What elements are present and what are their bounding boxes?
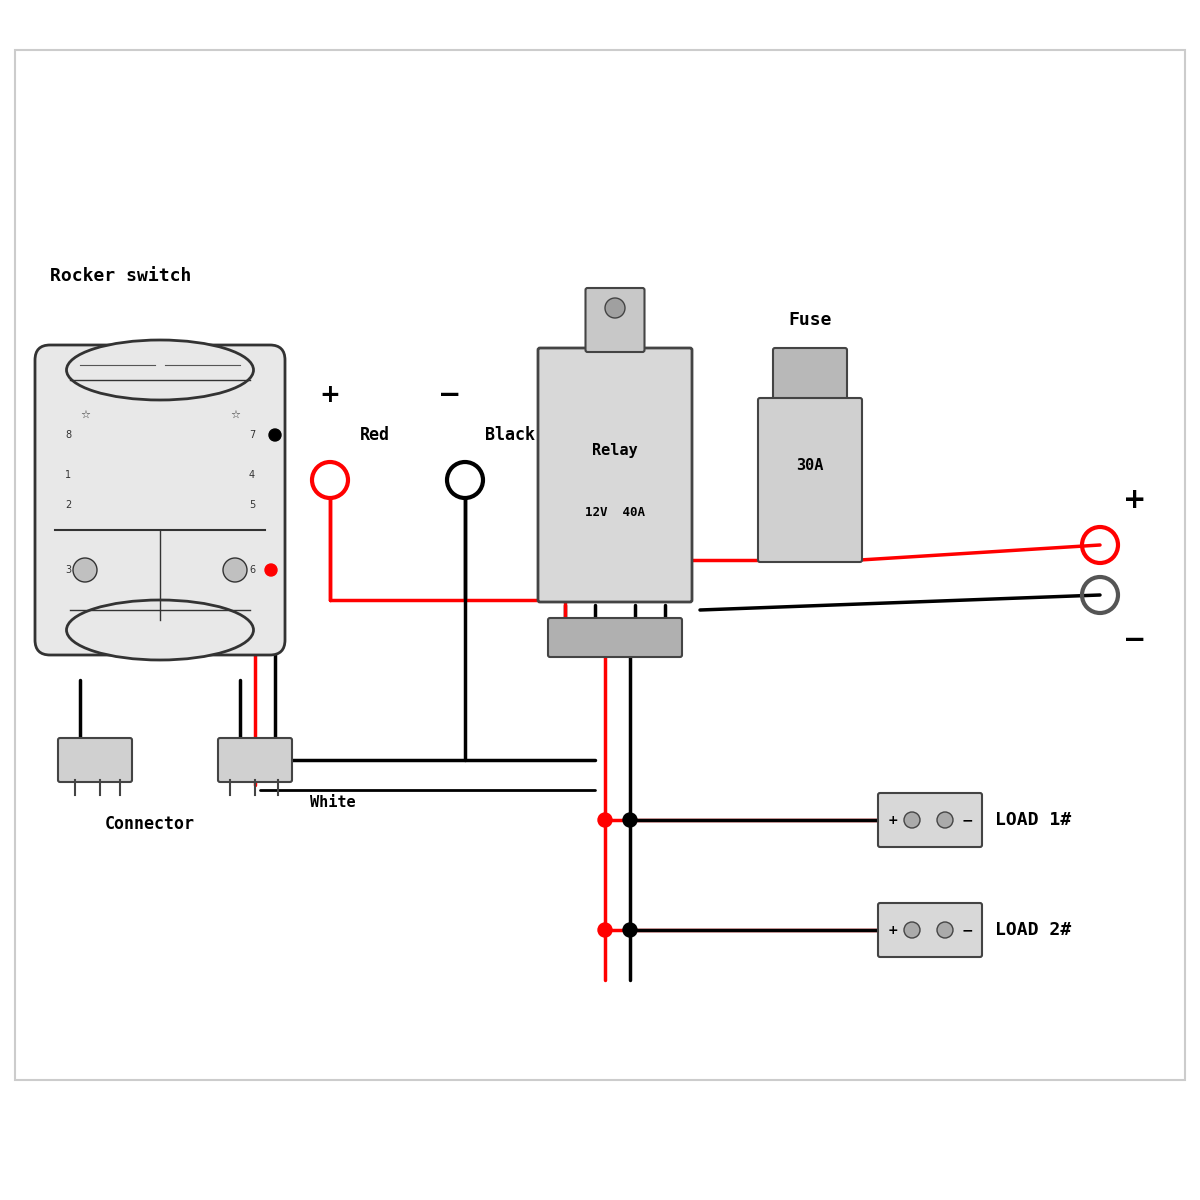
FancyBboxPatch shape bbox=[878, 902, 982, 958]
Text: 5: 5 bbox=[248, 500, 256, 510]
FancyBboxPatch shape bbox=[773, 348, 847, 402]
FancyBboxPatch shape bbox=[58, 738, 132, 782]
FancyBboxPatch shape bbox=[35, 344, 286, 655]
Text: −: − bbox=[961, 923, 973, 937]
Circle shape bbox=[73, 558, 97, 582]
Circle shape bbox=[598, 814, 612, 827]
Text: Fuse: Fuse bbox=[788, 311, 832, 329]
Text: Red: Red bbox=[360, 426, 390, 444]
Text: −: − bbox=[438, 380, 462, 409]
Circle shape bbox=[904, 812, 920, 828]
Circle shape bbox=[937, 922, 953, 938]
Ellipse shape bbox=[66, 600, 253, 660]
Text: 8: 8 bbox=[65, 430, 71, 440]
Text: 12V  40A: 12V 40A bbox=[586, 506, 646, 518]
FancyBboxPatch shape bbox=[548, 618, 682, 656]
Text: ☆: ☆ bbox=[80, 410, 90, 420]
Circle shape bbox=[269, 428, 281, 440]
Text: 6: 6 bbox=[248, 565, 256, 575]
Text: Rocker switch: Rocker switch bbox=[50, 266, 191, 284]
FancyBboxPatch shape bbox=[538, 348, 692, 602]
Text: LOAD 2#: LOAD 2# bbox=[995, 922, 1072, 938]
Text: Black: Black bbox=[485, 426, 535, 444]
Text: +: + bbox=[888, 814, 899, 827]
Circle shape bbox=[904, 922, 920, 938]
Text: Relay: Relay bbox=[592, 443, 638, 457]
Text: +: + bbox=[319, 383, 341, 407]
Circle shape bbox=[937, 812, 953, 828]
Circle shape bbox=[598, 923, 612, 937]
Text: Connector: Connector bbox=[106, 815, 194, 833]
Text: White: White bbox=[310, 794, 355, 810]
Text: 3: 3 bbox=[65, 565, 71, 575]
FancyBboxPatch shape bbox=[586, 288, 644, 352]
FancyBboxPatch shape bbox=[758, 398, 862, 562]
Text: +: + bbox=[888, 924, 899, 936]
Text: 30A: 30A bbox=[797, 457, 823, 473]
Text: −: − bbox=[961, 814, 973, 827]
Circle shape bbox=[605, 298, 625, 318]
Text: 7: 7 bbox=[248, 430, 256, 440]
Ellipse shape bbox=[66, 340, 253, 400]
Circle shape bbox=[623, 814, 637, 827]
Text: +: + bbox=[1123, 486, 1147, 514]
Circle shape bbox=[265, 564, 277, 576]
Text: 2: 2 bbox=[65, 500, 71, 510]
Text: −: − bbox=[1123, 626, 1147, 654]
Circle shape bbox=[623, 923, 637, 937]
FancyBboxPatch shape bbox=[878, 793, 982, 847]
Text: ☆: ☆ bbox=[230, 410, 240, 420]
FancyBboxPatch shape bbox=[218, 738, 292, 782]
Circle shape bbox=[223, 558, 247, 582]
Text: 1: 1 bbox=[65, 470, 71, 480]
Text: LOAD 1#: LOAD 1# bbox=[995, 811, 1072, 829]
Text: 4: 4 bbox=[248, 470, 256, 480]
